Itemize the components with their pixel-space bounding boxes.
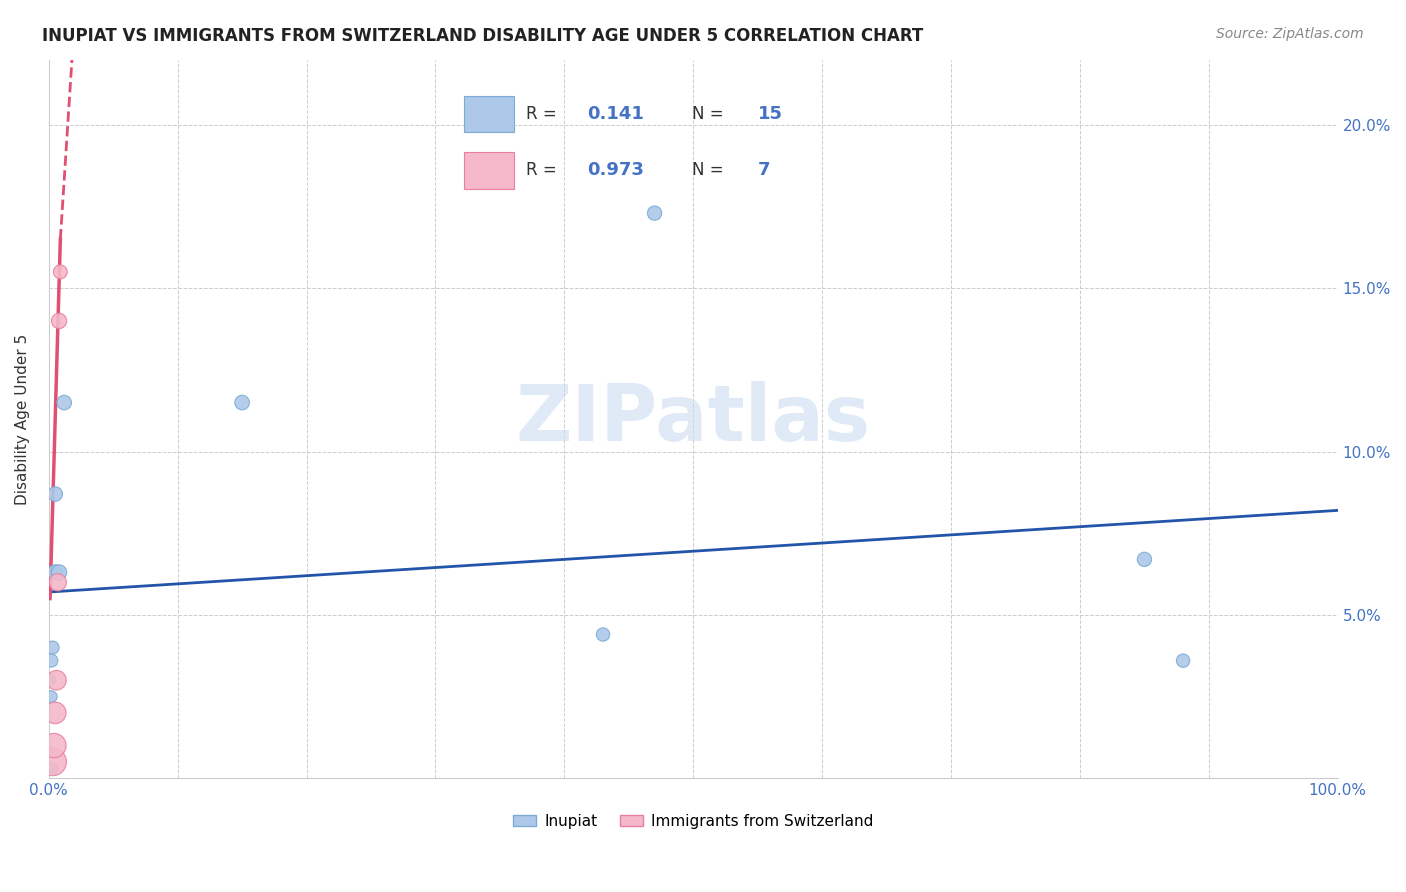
Point	[45, 673, 67, 688]
Point	[41, 690, 63, 704]
Point	[39, 673, 62, 688]
Y-axis label: Disability Age Under 5: Disability Age Under 5	[15, 334, 30, 505]
Point	[53, 395, 76, 409]
Point	[48, 566, 70, 580]
Point	[39, 745, 62, 759]
Point	[41, 654, 63, 668]
Text: Source: ZipAtlas.com: Source: ZipAtlas.com	[1216, 27, 1364, 41]
Point	[41, 640, 63, 655]
Point	[231, 395, 253, 409]
Point	[46, 575, 69, 590]
Point	[48, 314, 70, 328]
Point	[44, 706, 66, 720]
Point	[1171, 654, 1194, 668]
Text: ZIPatlas: ZIPatlas	[516, 381, 870, 457]
Legend: Inupiat, Immigrants from Switzerland: Inupiat, Immigrants from Switzerland	[508, 808, 879, 835]
Point	[1133, 552, 1156, 566]
Point	[44, 487, 66, 501]
Point	[41, 761, 63, 775]
Point	[44, 566, 66, 580]
Point	[592, 627, 614, 641]
Point	[42, 739, 65, 753]
Point	[41, 755, 63, 769]
Point	[49, 265, 72, 279]
Text: INUPIAT VS IMMIGRANTS FROM SWITZERLAND DISABILITY AGE UNDER 5 CORRELATION CHART: INUPIAT VS IMMIGRANTS FROM SWITZERLAND D…	[42, 27, 924, 45]
Point	[644, 206, 666, 220]
